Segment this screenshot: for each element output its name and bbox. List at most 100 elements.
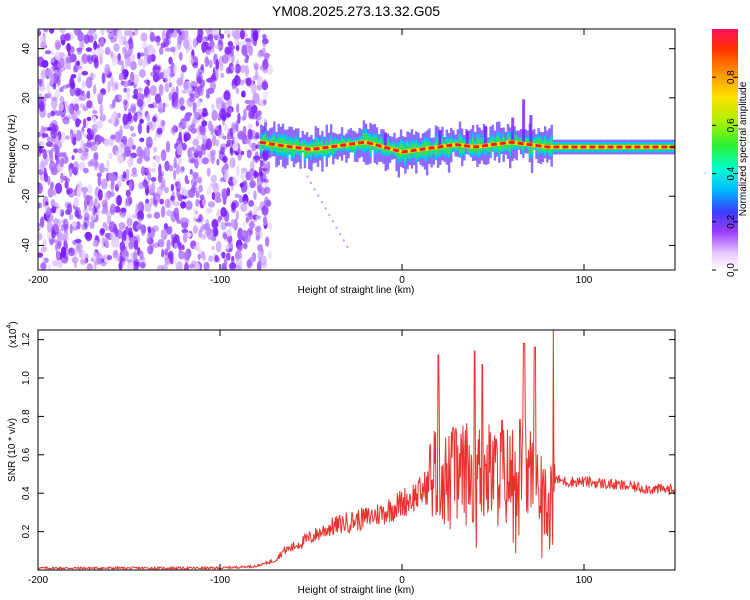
noise-speckle [192,138,200,147]
noise-speckle [38,30,42,37]
noise-speckle [39,161,46,172]
noise-speckle [59,86,64,93]
noise-speckle [110,113,116,125]
noise-speckle [172,201,181,207]
noise-speckle [161,30,166,42]
noise-speckle [101,72,106,84]
noise-speckle [192,148,198,154]
noise-speckle [253,190,257,200]
noise-speckle [181,228,189,234]
noise-speckle [235,120,239,132]
noise-speckle [109,103,115,109]
noise-speckle [122,49,129,56]
noise-speckle [40,69,46,81]
noise-speckle [59,96,65,104]
noise-speckle [38,182,43,194]
noise-speckle [200,64,204,71]
noise-speckle [152,116,157,123]
noise-speckle [38,232,43,241]
band-inner [351,142,355,151]
noise-speckle [180,71,185,80]
noise-speckle [90,145,98,152]
noise-speckle [63,175,68,182]
noise-speckle [71,133,77,145]
noise-speckle [156,117,163,129]
noise-speckle [207,120,213,132]
noise-speckle [82,149,88,157]
noise-speckle [118,222,126,230]
noise-speckle [235,87,240,95]
noise-speckle [264,186,271,195]
noise-speckle [137,225,145,230]
noise-speckle [229,121,234,127]
noise-speckle [175,181,182,193]
noise-speckle [229,146,234,155]
noise-speckle [231,123,237,134]
noise-speckle [47,187,54,198]
noise-speckle [235,264,242,270]
noise-speckle [190,93,195,99]
noise-speckle [93,33,98,41]
band-inner [323,146,326,155]
noise-speckle [220,221,227,231]
noise-speckle [254,226,262,233]
noise-speckle [97,174,102,187]
noise-speckle [118,94,122,101]
noise-trace-dot [328,213,331,217]
noise-speckle [152,146,158,153]
noise-speckle [219,33,225,40]
noise-speckle [214,254,219,263]
noise-speckle [261,255,267,264]
snr-x-tick-label: -100 [210,575,230,586]
noise-speckle [127,137,134,149]
noise-speckle [255,110,262,117]
noise-speckle [59,52,65,58]
noise-speckle [261,81,269,91]
band-spike [511,117,515,143]
noise-speckle [146,113,151,122]
noise-speckle [253,170,258,179]
noise-speckle [201,133,207,146]
noise-speckle [160,205,166,218]
noise-speckle [93,40,98,51]
noise-speckle [60,157,64,168]
band-inner [327,144,331,154]
noise-speckle [119,241,126,252]
noise-speckle [107,31,115,40]
noise-speckle [204,56,210,67]
noise-speckle [86,116,92,122]
noise-speckle [251,82,257,95]
noise-speckle [83,221,88,229]
noise-speckle [222,196,227,206]
noise-speckle [134,262,141,268]
noise-speckle [171,124,177,136]
noise-speckle [57,259,63,269]
noise-speckle [38,225,42,230]
noise-speckle [68,193,75,198]
noise-speckle [243,138,251,144]
snr-x-label: Height of straight line (km) [298,585,415,596]
noise-speckle [178,131,182,142]
noise-speckle [153,199,158,205]
snr-scale-close: ) [8,321,19,324]
noise-speckle [114,83,118,90]
noise-speckle [117,154,124,164]
noise-speckle [41,59,49,68]
noise-speckle [136,109,143,120]
noise-speckle [124,146,132,158]
noise-speckle [150,167,157,173]
noise-speckle [263,178,269,183]
noise-speckle [262,34,267,40]
noise-speckle [199,125,206,136]
noise-speckle [241,200,249,213]
noise-speckle [131,105,136,114]
snr-scale-label: (x104) [6,321,19,348]
noise-speckle [168,82,173,88]
noise-speckle [88,205,93,212]
noise-speckle [89,29,97,34]
noise-speckle [190,80,198,89]
noise-speckle [50,110,56,117]
spectrogram-y-label: Frequency (Hz) [7,115,18,184]
noise-speckle [106,29,114,34]
noise-speckle [117,112,121,119]
